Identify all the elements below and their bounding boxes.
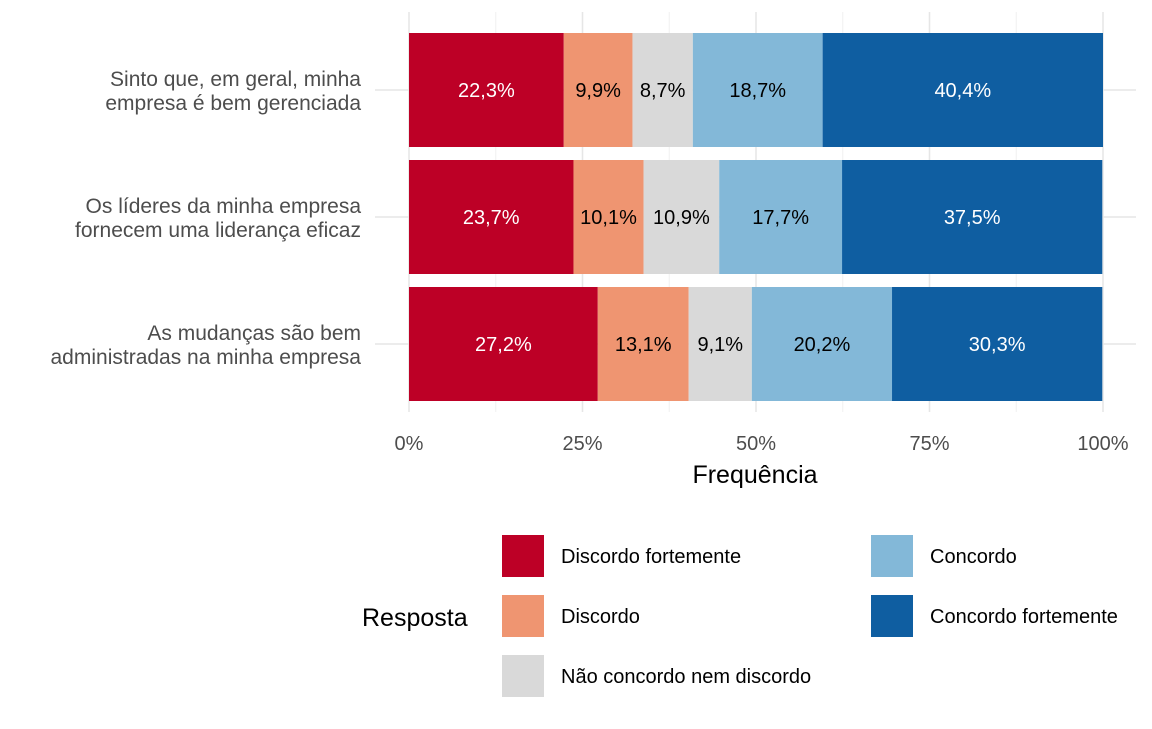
data-label: 40,4% [934,80,991,102]
data-label: 9,9% [575,80,621,102]
bar-segment [409,287,598,401]
legend-label: Concordo fortemente [930,606,1118,628]
bar-segment [563,33,633,147]
data-label: 10,1% [580,207,637,229]
bar-segment [688,287,752,401]
data-label: 13,1% [615,334,672,356]
data-label: 20,2% [794,334,851,356]
legend-label: Não concordo nem discordo [561,666,811,688]
legend-title: Resposta [362,604,468,632]
data-label: 30,3% [969,334,1026,356]
category-label: Os líderes da minha empresa fornecem uma … [75,195,361,242]
bar-segment [751,287,893,401]
legend-swatch [502,655,544,697]
data-label: 27,2% [475,334,532,356]
data-label: 23,7% [463,207,520,229]
data-label: 8,7% [640,80,686,102]
bars: 22,3% 9,9% 8,7% 18,7% 40,4% 23,7% 10,1% 10,9% 17… [409,33,1103,401]
bar-segment [597,287,689,401]
legend-swatch [871,535,913,577]
x-tick-label: 75% [909,433,949,455]
x-tick-label: 100% [1077,433,1128,455]
x-tick-label: 25% [562,433,602,455]
bar-segment [692,33,823,147]
legend-label: Discordo [561,606,640,628]
data-label: 22,3% [458,80,515,102]
data-label: 18,7% [729,80,786,102]
x-axis-title: Frequência [692,461,817,489]
bar-segment [719,160,843,274]
category-label: As mudanças são bem administradas na minh… [51,322,362,369]
legend-label: Discordo fortemente [561,546,741,568]
bar-segment [573,160,644,274]
x-tick-labels: 0% 25% 50% 75% 100% [395,433,1129,455]
bar-segment [822,33,1103,147]
data-label: 37,5% [944,207,1001,229]
bar-segment [643,160,720,274]
data-label: 17,7% [752,207,809,229]
legend: Resposta Discordo fortemente Discordo Não … [362,535,1118,697]
legend-swatch [502,595,544,637]
category-label: Sinto que, em geral, minha empresa é bem … [105,68,361,115]
bar-segment [892,287,1103,401]
legend-swatch [502,535,544,577]
category-labels: Sinto que, em geral, minha empresa é bem … [51,68,362,369]
bar-segment [842,160,1103,274]
x-tick-label: 0% [395,433,424,455]
bar-segment [409,160,574,274]
bar-segment [409,33,564,147]
x-tick-label: 50% [736,433,776,455]
legend-label: Concordo [930,546,1017,568]
data-label: 10,9% [653,207,710,229]
legend-swatch [871,595,913,637]
data-label: 9,1% [697,334,743,356]
bar-segment [632,33,693,147]
